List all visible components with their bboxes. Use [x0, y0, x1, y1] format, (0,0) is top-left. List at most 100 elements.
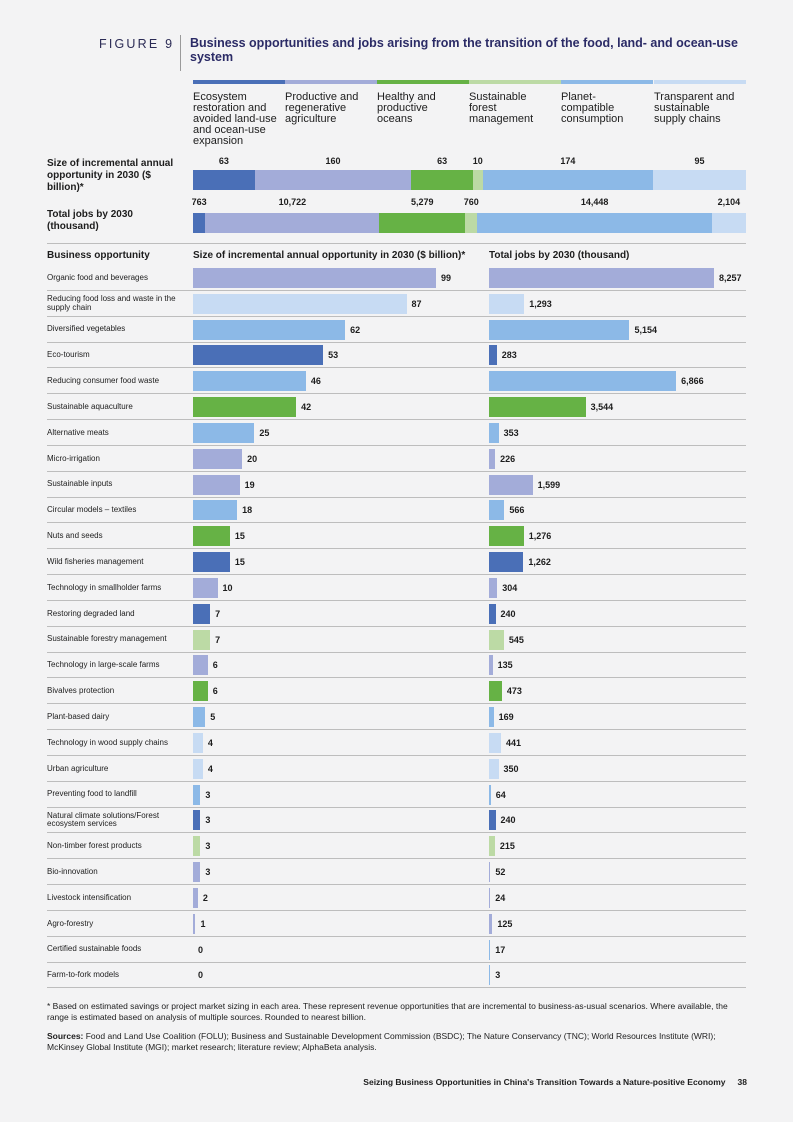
footer-title: Seizing Business Opportunities in China'…	[363, 1077, 726, 1087]
size-value-21: 3	[205, 815, 211, 826]
jobs-bar-19	[489, 758, 499, 779]
jobs-value-12: 304	[502, 582, 518, 593]
size-bar-5	[193, 397, 297, 418]
size-value-4: 46	[310, 376, 321, 387]
row-divider-7	[47, 470, 746, 472]
size-bar-21	[193, 810, 201, 831]
jobs-bar-4	[489, 371, 677, 392]
summary-jobs-value-supply: 2,104	[717, 197, 741, 207]
size-bar-7	[193, 448, 243, 469]
size-value-13: 7	[215, 608, 221, 619]
row-divider-25	[47, 935, 746, 937]
size-bar-13	[193, 603, 211, 624]
category-label-supply: Transparent and sustainable supply chain…	[654, 91, 735, 125]
jobs-value-27: 3	[495, 970, 501, 981]
row-label-10: Nuts and seeds	[47, 531, 103, 541]
size-value-27: 0	[198, 970, 204, 981]
row-divider-8	[47, 496, 746, 498]
jobs-value-24: 24	[495, 892, 506, 903]
category-strip-ecosystem	[193, 80, 285, 84]
row-label-17: Plant-based dairy	[47, 711, 110, 721]
summary-size-value-oceans: 63	[437, 156, 448, 166]
footnote: * Based on estimated savings or project …	[47, 1001, 728, 1022]
figure-label: FIGURE 9	[99, 37, 175, 51]
jobs-bar-1	[489, 293, 525, 314]
size-value-11: 15	[234, 557, 245, 568]
row-label-3: Eco-tourism	[47, 350, 90, 360]
row-divider-15	[47, 677, 746, 679]
size-value-14: 7	[215, 634, 221, 645]
row-divider-3	[47, 367, 746, 369]
jobs-bar-13	[489, 603, 496, 624]
jobs-bar-12	[489, 577, 498, 598]
jobs-value-1: 1,293	[529, 298, 552, 309]
size-value-8: 19	[244, 479, 255, 490]
summary-jobs-segment-productive	[205, 213, 380, 233]
row-label-11: Wild fisheries management	[47, 556, 144, 566]
jobs-value-22: 215	[499, 841, 515, 852]
jobs-bar-8	[489, 474, 533, 495]
row-divider-9	[47, 522, 746, 524]
size-value-5: 42	[301, 402, 312, 413]
category-strip-planet	[561, 80, 653, 84]
jobs-value-11: 1,262	[528, 557, 551, 568]
row-label-18: Technology in wood supply chains	[47, 737, 168, 747]
jobs-bar-5	[489, 397, 586, 418]
category-label-oceans: Healthy and productive oceans	[377, 91, 436, 125]
jobs-value-13: 240	[500, 608, 516, 619]
size-value-12: 10	[222, 582, 233, 593]
size-bar-8	[193, 474, 240, 495]
size-bar-19	[193, 758, 203, 779]
jobs-bar-27	[489, 965, 491, 986]
row-divider-5	[47, 419, 746, 421]
jobs-bar-22	[489, 836, 495, 857]
size-bar-12	[193, 577, 218, 598]
jobs-bar-11	[489, 552, 524, 573]
size-value-20: 3	[205, 789, 211, 800]
row-divider-20	[47, 806, 746, 808]
summary-jobs-segment-supply	[711, 213, 746, 233]
summary-size-value-supply: 95	[694, 156, 705, 166]
summary-size-label: Size of incremental annual opportunity i…	[47, 158, 174, 193]
row-divider-2	[47, 341, 746, 343]
category-strip-supply	[654, 80, 746, 84]
jobs-bar-16	[489, 681, 502, 702]
page-number: 38	[737, 1077, 747, 1087]
summary-jobs-value-planet: 14,448	[580, 197, 609, 207]
size-bar-17	[193, 707, 206, 728]
jobs-bar-23	[489, 862, 491, 883]
size-bar-18	[193, 732, 203, 753]
row-label-19: Urban agriculture	[47, 763, 109, 773]
size-bar-10	[193, 526, 230, 547]
size-column-header: Size of incremental annual opportunity i…	[193, 250, 466, 261]
row-divider-11	[47, 574, 746, 576]
size-bar-24	[193, 887, 198, 908]
jobs-value-5: 3,544	[590, 402, 614, 413]
size-value-23: 3	[205, 867, 211, 878]
summary-jobs-value-oceans: 5,279	[410, 197, 434, 207]
summary-size-segment-planet	[482, 170, 653, 190]
row-label-21: Natural climate solutions/Forest ecosyst…	[47, 810, 160, 829]
size-bar-20	[193, 784, 201, 805]
jobs-bar-9	[489, 500, 505, 521]
row-divider-10	[47, 548, 746, 550]
summary-size-value-productive: 160	[325, 156, 341, 166]
jobs-bar-21	[489, 810, 496, 831]
row-divider-14	[47, 651, 746, 653]
jobs-value-4: 6,866	[681, 376, 704, 387]
jobs-value-8: 1,599	[537, 479, 561, 490]
row-label-27: Farm-to-fork models	[47, 970, 120, 980]
jobs-bar-17	[489, 707, 494, 728]
jobs-bar-24	[489, 887, 491, 908]
row-label-24: Livestock intensification	[47, 892, 132, 902]
size-value-18: 4	[207, 737, 213, 748]
category-label-forest: Sustainable forest management	[469, 91, 534, 125]
row-divider-4	[47, 393, 746, 395]
size-value-1: 87	[411, 298, 422, 309]
jobs-value-6: 353	[503, 427, 519, 438]
summary-size-segment-ecosystem	[193, 170, 255, 190]
row-label-8: Sustainable inputs	[47, 479, 113, 489]
size-value-15: 6	[212, 660, 218, 671]
row-divider-16	[47, 703, 746, 705]
row-label-2: Diversified vegetables	[47, 324, 126, 334]
